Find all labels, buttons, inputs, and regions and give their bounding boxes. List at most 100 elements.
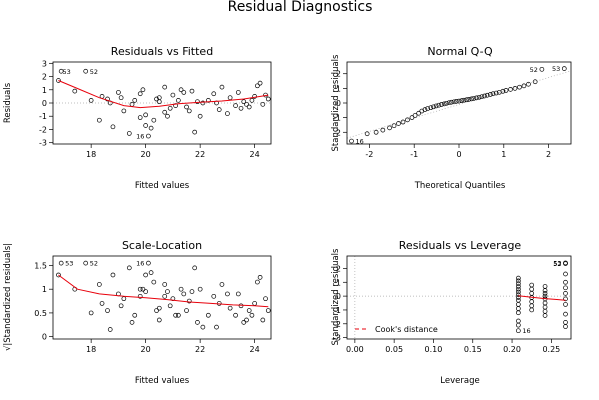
point-label: 52 <box>90 260 98 268</box>
x-tick-label: 0.15 <box>464 345 482 354</box>
plot-frame <box>52 255 272 340</box>
data-point <box>249 312 255 318</box>
data-point <box>515 318 521 324</box>
y-tick-label: 1 <box>336 278 341 287</box>
plot-frame <box>346 255 572 340</box>
x-tick-label: -2 <box>365 150 373 159</box>
data-point <box>529 286 535 292</box>
y-axis-label: Residuals <box>3 82 13 123</box>
data-point <box>129 101 135 107</box>
data-point <box>532 79 538 85</box>
x-axis-label: Leverage <box>440 376 479 386</box>
panel-sl: Scale-Location Fitted values √|Standardize… <box>3 239 272 386</box>
y-tick-label: 1.5 <box>34 261 47 270</box>
data-point <box>56 78 61 83</box>
x-tick-label: 1 <box>501 150 506 159</box>
data-point <box>186 108 192 114</box>
data-point <box>449 99 454 105</box>
y-tick-label: -3 <box>39 139 47 148</box>
data-point <box>99 301 105 306</box>
data-point <box>195 320 200 325</box>
data-point <box>162 84 168 90</box>
data-point <box>205 98 211 103</box>
data-point <box>563 271 568 277</box>
data-point <box>515 292 521 298</box>
point-label: 52 <box>553 260 561 268</box>
x-tick-label: 24 <box>250 345 260 354</box>
data-point <box>192 129 198 135</box>
legend-label: Cook's distance <box>375 325 438 334</box>
y-tick-label: 1 <box>336 84 341 93</box>
data-point <box>412 113 418 118</box>
y-tick-label: -1 <box>39 112 47 121</box>
data-point <box>167 105 173 111</box>
data-point <box>439 102 444 107</box>
x-tick-label: 0.10 <box>425 345 443 354</box>
y-tick-label: -3 <box>333 334 341 343</box>
data-point <box>197 286 203 292</box>
y-tick-label: 3 <box>42 59 47 68</box>
panel-rvf: Residuals vs Fitted Fitted values Residual… <box>3 45 272 191</box>
data-point <box>205 312 211 318</box>
point-label: 53 <box>62 68 70 76</box>
data-point <box>241 99 247 105</box>
data-point <box>515 284 521 289</box>
data-point <box>482 93 487 99</box>
y-tick-label: 0 <box>42 333 47 342</box>
data-point <box>137 115 143 120</box>
x-axis-label: Fitted values <box>135 376 190 386</box>
x-tick-label: 0.20 <box>503 345 521 354</box>
y-tick-label: -2 <box>39 125 47 134</box>
data-point <box>137 293 143 299</box>
data-point <box>255 83 260 89</box>
data-point <box>105 96 110 102</box>
panel-title: Scale-Location <box>122 239 202 252</box>
point-label: 53 <box>65 260 73 268</box>
data-point <box>515 322 521 328</box>
data-point <box>484 92 490 98</box>
data-point <box>189 289 195 294</box>
data-point <box>116 90 121 95</box>
data-point <box>186 298 192 304</box>
y-tick-label: 0.5 <box>34 309 47 318</box>
x-tick-label: 2 <box>546 150 551 159</box>
data-point <box>542 291 548 296</box>
data-point <box>563 320 568 325</box>
y-tick-label: -2 <box>333 320 341 329</box>
y-tick-label: 2 <box>42 73 47 82</box>
data-point <box>126 131 132 136</box>
qq-reference-line <box>346 70 572 139</box>
data-point <box>246 104 252 110</box>
data-point <box>197 113 203 119</box>
data-point <box>137 91 143 97</box>
data-point <box>466 96 472 102</box>
x-tick-label: 22 <box>195 150 205 159</box>
data-point <box>515 281 521 287</box>
figure-title: Residual Diagnostics <box>228 0 373 15</box>
data-point <box>178 286 184 292</box>
x-tick-label: 0 <box>456 150 461 159</box>
data-point <box>542 308 548 314</box>
data-point <box>83 68 89 74</box>
data-point <box>409 115 415 120</box>
data-point <box>156 99 162 105</box>
data-point <box>162 109 168 115</box>
data-point <box>436 102 442 108</box>
data-point <box>515 302 521 307</box>
data-point <box>154 96 159 102</box>
data-point <box>529 291 535 296</box>
data-point <box>444 100 449 106</box>
data-point <box>488 92 493 97</box>
x-tick-label: 0.00 <box>346 345 364 354</box>
data-point <box>238 105 244 111</box>
smooth-line <box>58 80 269 109</box>
data-point <box>72 88 78 94</box>
data-point <box>542 300 548 306</box>
data-point <box>173 312 178 318</box>
data-point <box>431 104 436 110</box>
data-point <box>428 105 434 111</box>
data-point <box>235 90 241 95</box>
panel-title: Normal Q-Q <box>427 45 493 58</box>
data-point <box>425 106 430 111</box>
